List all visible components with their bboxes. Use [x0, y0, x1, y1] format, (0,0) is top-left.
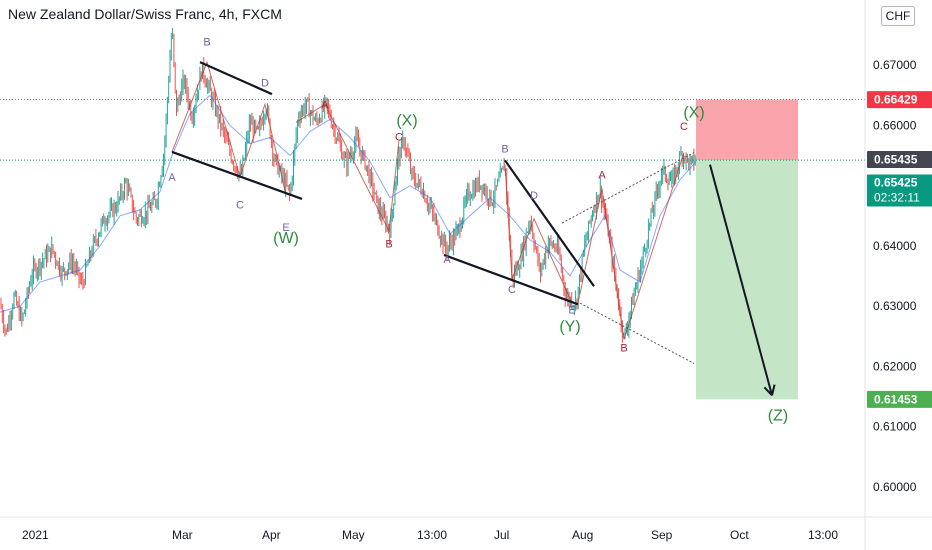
trendline — [443, 253, 579, 306]
time-tick-label: Jul — [494, 528, 509, 542]
wave-label: B — [620, 342, 627, 354]
channel-line — [579, 302, 695, 364]
wave-label: E — [282, 222, 289, 234]
previous-price-tag-bg — [867, 150, 932, 168]
wave-label: C — [508, 284, 516, 296]
ma-line — [0, 94, 697, 313]
wave-connector — [504, 164, 573, 304]
chart-title: New Zealand Dollar/Swiss Franc, 4h, FXCM — [8, 6, 282, 22]
currency-button[interactable]: CHF — [881, 6, 915, 26]
time-tick-label: Mar — [172, 528, 193, 542]
time-tick-label: Sep — [651, 528, 673, 542]
current-price-tag: 0.65425 — [874, 175, 918, 189]
time-tick-label: Apr — [262, 528, 281, 542]
wave-label: B — [385, 239, 392, 251]
wave-label: A — [168, 172, 176, 184]
price-tick-label: 0.60000 — [873, 480, 917, 494]
wave-label: A — [443, 254, 451, 266]
trendline — [504, 159, 595, 287]
drawing-lines — [0, 60, 865, 397]
arrow-head — [771, 384, 776, 396]
trendline — [171, 150, 303, 200]
projection-arrow — [709, 164, 773, 396]
price-tick-label: 0.66000 — [873, 118, 917, 132]
wave-label: C — [680, 121, 688, 133]
wave-label: (W) — [273, 230, 299, 247]
wave-label: (Y) — [559, 318, 580, 335]
wave-label: (X) — [396, 112, 417, 129]
wave-connector — [577, 152, 685, 340]
time-tick-label: 2021 — [22, 528, 49, 542]
target-price-tag-bg — [867, 390, 932, 408]
wave-label: C — [395, 131, 403, 143]
wave-label: D — [530, 190, 538, 202]
wave-label: A — [321, 100, 329, 112]
wave-label: B — [203, 36, 210, 48]
target-price-tag: 0.61453 — [874, 392, 918, 406]
wave-connector — [295, 103, 400, 233]
price-tick-label: 0.64000 — [873, 239, 917, 253]
wave-label: D — [261, 77, 269, 89]
wave-label: E — [568, 304, 575, 316]
price-tick-label: 0.63000 — [873, 299, 917, 313]
time-tick-label: 13:00 — [417, 528, 447, 542]
price-tick-label: 0.62000 — [873, 359, 917, 373]
current-price-tag-bg — [867, 174, 932, 207]
stop-zone — [696, 99, 798, 161]
trade-zones — [696, 99, 798, 400]
moving-average — [0, 94, 697, 313]
arrow-head — [763, 386, 773, 397]
countdown-tag: 02:32:11 — [874, 190, 920, 204]
channel-line — [561, 152, 695, 224]
price-tick-label: 0.67000 — [873, 58, 917, 72]
time-tick-label: May — [342, 528, 365, 542]
trendline — [199, 61, 273, 96]
wave-label: (Z) — [768, 408, 788, 425]
price-tick-label: 0.61000 — [873, 420, 917, 434]
wave-label: A — [598, 169, 606, 181]
previous-price-tag: 0.65435 — [874, 152, 918, 166]
price-bars — [0, 27, 696, 343]
time-tick-label: Aug — [572, 528, 593, 542]
target-zone — [696, 160, 798, 400]
time-tick-label: Oct — [730, 528, 749, 542]
wave-label: C — [236, 200, 244, 212]
time-tick-label: 13:00 — [808, 528, 838, 542]
stop-price-tag-bg — [867, 91, 932, 109]
stop-price-tag: 0.66429 — [874, 93, 918, 107]
wave-label: (X) — [683, 105, 704, 122]
wave-label: B — [501, 144, 508, 156]
